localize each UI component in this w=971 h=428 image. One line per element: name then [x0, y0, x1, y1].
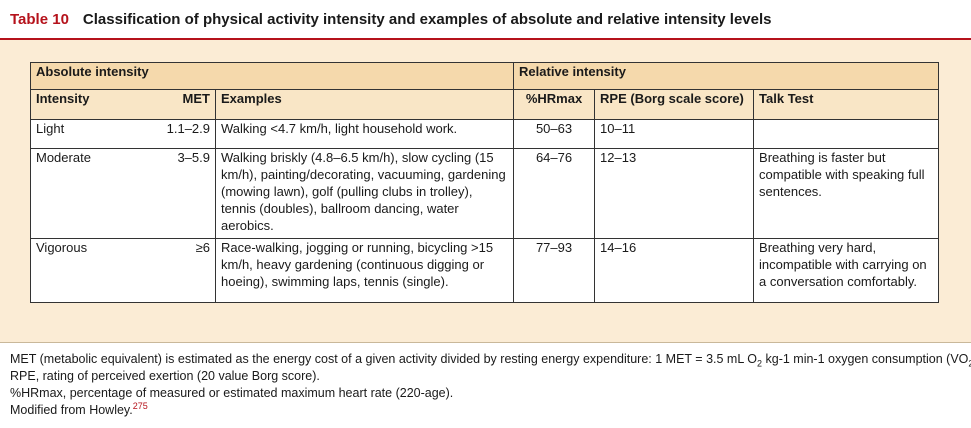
table-number: Table 10 [10, 10, 69, 28]
footnotes: MET (metabolic equivalent) is estimated … [10, 351, 971, 419]
cell-rpe: 10–11 [594, 119, 755, 149]
col-rpe: RPE (Borg scale score) [594, 89, 755, 120]
footnote-met-text: kg-1 min-1 oxygen consumption (VO [762, 352, 969, 366]
col-hrmax: %HRmax [513, 89, 595, 120]
cell-rpe: 12–13 [594, 148, 755, 239]
footnote-source: Modified from Howley.275 [10, 400, 965, 419]
footnote-source-text: Modified from Howley. [10, 403, 133, 417]
footnote-rpe: RPE, rating of perceived exertion (20 va… [10, 369, 320, 383]
cell-examples: Race-walking, jogging or running, bicycl… [214, 238, 515, 303]
table-row: Light 1.1–2.9 Walking <4.7 km/h, light h… [30, 119, 940, 149]
reference-link[interactable]: 275 [132, 400, 148, 411]
cell-met: 1.1–2.9 [118, 119, 216, 149]
cell-examples: Walking briskly (4.8–6.5 km/h), slow cyc… [214, 148, 515, 239]
table-row: Vigorous ≥6 Race-walking, jogging or run… [30, 238, 940, 303]
title-divider [0, 38, 971, 40]
cell-hrmax: 64–76 [513, 148, 595, 239]
footnote-hrmax: %HRmax, percentage of measured or estima… [10, 386, 454, 400]
cell-talk: Breathing is faster but compatible with … [753, 148, 940, 239]
col-met: MET [118, 89, 216, 120]
cell-met: ≥6 [118, 238, 216, 303]
col-talk: Talk Test [753, 89, 940, 120]
table-title-bar: Table 10 Classification of physical acti… [0, 0, 971, 38]
cell-met: 3–5.9 [118, 148, 216, 239]
cell-hrmax: 50–63 [513, 119, 595, 149]
cell-talk [753, 119, 940, 149]
table-row: Moderate 3–5.9 Walking briskly (4.8–6.5 … [30, 148, 940, 239]
table-title: Classification of physical activity inte… [82, 10, 772, 28]
subscript: 2 [968, 358, 971, 369]
col-intensity: Intensity [30, 89, 119, 120]
group-absolute: Absolute intensity [29, 62, 515, 90]
footnote-met: MET (metabolic equivalent) is estimated … [10, 351, 971, 369]
intensity-table: Absolute intensity Relative intensity In… [29, 62, 940, 303]
cell-intensity: Moderate [30, 148, 119, 239]
footnote-met-text: MET (metabolic equivalent) is estimated … [10, 352, 758, 366]
group-header-row: Absolute intensity Relative intensity [29, 62, 940, 90]
column-header-row: Intensity MET Examples %HRmax RPE (Borg … [30, 89, 940, 120]
group-relative: Relative intensity [513, 62, 940, 90]
cell-hrmax: 77–93 [513, 238, 595, 303]
subscript: 2 [757, 358, 763, 369]
col-examples: Examples [214, 89, 515, 120]
cell-intensity: Vigorous [30, 238, 119, 303]
cell-intensity: Light [30, 119, 119, 149]
cell-talk: Breathing very hard, incompatible with c… [753, 238, 940, 303]
table-panel: Absolute intensity Relative intensity In… [0, 40, 971, 343]
cell-examples: Walking <4.7 km/h, light household work. [214, 119, 515, 149]
cell-rpe: 14–16 [594, 238, 755, 303]
